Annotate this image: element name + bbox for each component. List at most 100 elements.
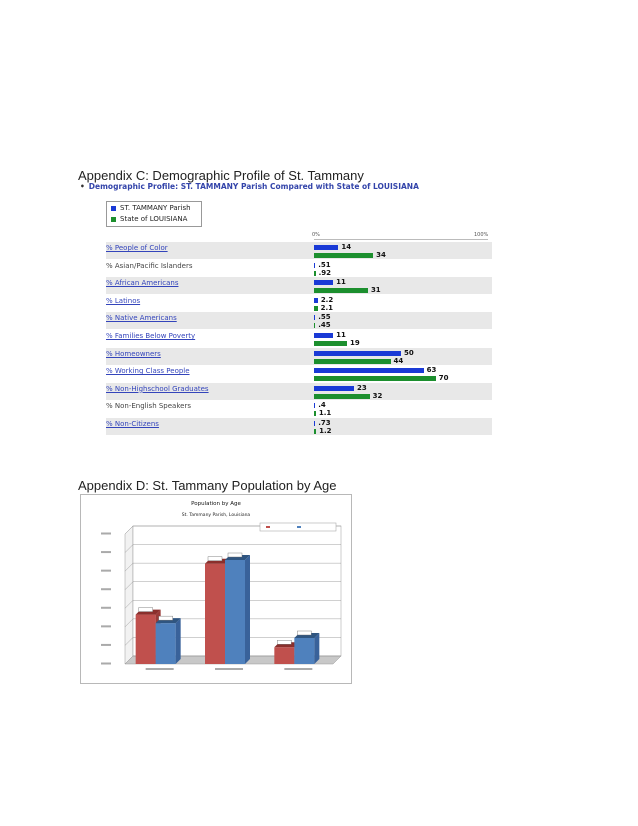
legend-parish-swatch: [111, 205, 116, 211]
chart-subtitle: St. Tammany Parish, Louisiana: [182, 512, 251, 518]
state-value-label: 44: [393, 356, 404, 365]
axis-min-label: 0%: [312, 232, 320, 238]
state-bar: [314, 358, 391, 364]
parish-bar: [314, 245, 339, 250]
state-bar: [314, 429, 317, 434]
legend-parish: ST. TAMMANY Parish: [111, 203, 191, 213]
state-bar: [314, 253, 374, 258]
chart-gridline-side: [124, 600, 134, 609]
chart-data-label: [277, 640, 292, 645]
state-bar: [314, 323, 316, 329]
chart-tick-label: [101, 625, 111, 628]
profile-row-link[interactable]: % Homeowners: [106, 349, 161, 358]
profile-row-label: % Non-English Speakers: [106, 402, 191, 411]
chart-category-label: [215, 668, 243, 670]
state-value-label: 1.1: [318, 409, 332, 418]
legend-state-label: State of LOUISIANA: [120, 215, 188, 223]
chart-data-label: [227, 552, 243, 558]
profile-row: % Non-Highschool Graduates 23 32: [106, 382, 492, 400]
profile-row-link[interactable]: % Working Class People: [106, 367, 190, 376]
legend-parish-label: ST. TAMMANY Parish: [120, 204, 191, 212]
profile-row-link[interactable]: % People of Color: [106, 244, 168, 252]
profile-row: % Homeowners 50 44: [106, 347, 492, 365]
state-bar: [314, 305, 318, 311]
profile-row-link[interactable]: % Latinos: [106, 296, 141, 305]
profile-row: % People of Color 14 34: [106, 242, 492, 259]
chart-tick-label: [101, 643, 111, 646]
profile-row: % Non-English Speakers .4 1.1: [106, 400, 492, 417]
profile-row-link[interactable]: % Non-Highschool Graduates: [106, 384, 209, 393]
profile-row: % Latinos 2.2 2.1: [106, 295, 492, 312]
parish-bar: [314, 297, 318, 303]
state-bar: [314, 341, 348, 346]
state-bar: [314, 270, 316, 276]
parish-bar: [314, 350, 401, 356]
chart-legend-swatch-2: [297, 526, 301, 528]
chart-bar: [225, 560, 245, 664]
state-value-label: 2.1: [320, 303, 334, 312]
chart-tick-label: [101, 551, 111, 554]
parish-bar: [314, 315, 316, 321]
state-value-label: 1.2: [319, 427, 332, 435]
state-value-label: .45: [318, 321, 331, 330]
chart-bar: [274, 647, 295, 664]
parish-bar: [314, 385, 355, 391]
chart-gridline-side: [124, 525, 134, 535]
state-value-label: 31: [370, 286, 381, 295]
profile-row-link[interactable]: % Non-Citizens: [106, 420, 159, 428]
axis-line: [314, 239, 488, 240]
chart-category-label: [284, 668, 313, 670]
chart-data-label: [138, 607, 153, 612]
appendix-d-heading: Appendix D: St. Tammany Population by Ag…: [78, 478, 337, 493]
chart-bars: [135, 552, 320, 664]
chart-bar: [294, 638, 315, 664]
profile-subtitle-text: Demographic Profile: ST. TAMMANY Parish …: [88, 182, 419, 191]
profile-row-link[interactable]: % Families Below Poverty: [106, 332, 196, 340]
state-value-label: 32: [372, 391, 383, 400]
profile-row: % Native Americans .55.45: [106, 312, 492, 330]
state-bar: [314, 393, 370, 399]
parish-bar: [314, 403, 316, 409]
state-bar: [314, 411, 316, 417]
chart-tick-label: [101, 569, 111, 572]
chart-side-wall: [124, 525, 134, 665]
parish-value-label: .51: [318, 260, 331, 269]
parish-value-label: 11: [336, 278, 346, 287]
parish-value-label: 63: [426, 366, 437, 375]
parish-value-label: .4: [318, 401, 326, 410]
profile-row-link[interactable]: % African Americans: [106, 279, 179, 288]
chart-tick-label: [101, 588, 111, 591]
profile-row: % Non-Citizens .73 1.2: [106, 418, 492, 435]
profile-legend: ST. TAMMANY Parish State of LOUISIANA: [106, 201, 202, 227]
state-bar: [314, 288, 368, 294]
population-by-age-chart: Population by Age St. Tammany Parish, Lo…: [80, 494, 352, 684]
chart-data-label: [297, 630, 312, 636]
parish-value-label: 14: [341, 243, 352, 251]
parish-value-label: 23: [357, 383, 367, 392]
profile-row: % African Americans 11 31: [106, 277, 492, 295]
parish-value-label: .73: [318, 419, 331, 427]
profile-subtitle: • Demographic Profile: ST. TAMMANY Parish…: [80, 182, 419, 191]
state-value-label: 70: [438, 374, 449, 383]
chart-legend-swatch-1: [266, 526, 270, 528]
profile-row-link[interactable]: % Native Americans: [106, 314, 177, 323]
chart-gridline-side: [124, 637, 134, 646]
parish-bar: [314, 368, 424, 374]
chart-bar: [135, 614, 156, 664]
profile-row: % Families Below Poverty 11 19: [106, 330, 492, 347]
chart-data-label: [207, 556, 223, 561]
chart-gridline-side: [124, 581, 134, 590]
parish-value-label: .55: [318, 313, 331, 322]
chart-tick-label: [101, 662, 111, 665]
parish-bar: [314, 262, 316, 268]
legend-state-swatch: [111, 216, 116, 222]
parish-bar: [314, 333, 334, 338]
parish-value-label: 50: [404, 348, 414, 357]
state-value-label: 34: [376, 251, 386, 259]
bullet: •: [80, 182, 85, 191]
chart-data-label: [158, 615, 173, 621]
chart-title: Population by Age: [191, 501, 241, 507]
profile-row: % Asian/Pacific Islanders .51.92: [106, 260, 492, 277]
legend-state: State of LOUISIANA: [111, 214, 187, 224]
parish-value-label: 11: [336, 331, 346, 339]
